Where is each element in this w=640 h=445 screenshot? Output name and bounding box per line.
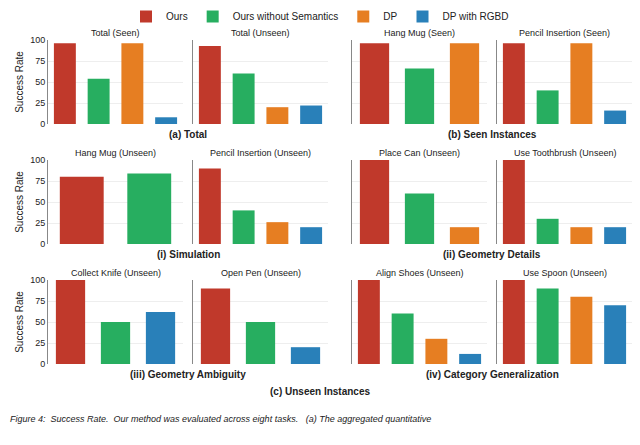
svg-text:Ours: Ours [166, 11, 188, 22]
svg-text:(iii) Geometry Ambiguity: (iii) Geometry Ambiguity [130, 369, 246, 380]
svg-text:Hang Mug (Seen): Hang Mug (Seen) [384, 28, 455, 38]
svg-text:(a) Total: (a) Total [169, 129, 207, 140]
svg-text:100: 100 [30, 35, 45, 45]
svg-text:25: 25 [35, 218, 45, 228]
svg-text:Use Toothbrush (Unseen): Use Toothbrush (Unseen) [514, 148, 616, 158]
svg-text:Total (Seen): Total (Seen) [91, 28, 140, 38]
svg-text:Align Shoes (Unseen): Align Shoes (Unseen) [376, 268, 464, 278]
svg-text:100: 100 [30, 155, 45, 165]
svg-text:Collect Knife (Unseen): Collect Knife (Unseen) [71, 268, 161, 278]
svg-text:Total (Unseen): Total (Unseen) [231, 28, 290, 38]
svg-text:Pencil Insertion (Seen): Pencil Insertion (Seen) [519, 28, 610, 38]
svg-text:Place Can (Unseen): Place Can (Unseen) [379, 148, 460, 158]
svg-text:(b) Seen Instances: (b) Seen Instances [448, 129, 537, 140]
svg-text:0: 0 [40, 119, 45, 129]
svg-text:(ii) Geometry Details: (ii) Geometry Details [443, 249, 541, 260]
svg-text:Figure 4: Success Rate. Our: Figure 4: Success Rate. Our method was e… [10, 414, 431, 424]
svg-text:Success Rate: Success Rate [14, 291, 25, 353]
svg-text:100: 100 [30, 275, 45, 285]
svg-text:(iv) Category Generalization: (iv) Category Generalization [426, 369, 559, 380]
svg-text:Pencil Insertion (Unseen): Pencil Insertion (Unseen) [210, 148, 311, 158]
svg-text:Use Spoon (Unseen): Use Spoon (Unseen) [523, 268, 607, 278]
svg-text:75: 75 [35, 176, 45, 186]
svg-text:Success Rate: Success Rate [14, 171, 25, 233]
svg-text:DP: DP [383, 11, 397, 22]
svg-text:(i) Simulation: (i) Simulation [157, 249, 220, 260]
svg-text:Ours without Semantics: Ours without Semantics [233, 11, 339, 22]
svg-text:0: 0 [40, 359, 45, 369]
svg-text:0: 0 [40, 239, 45, 249]
svg-text:Success Rate: Success Rate [14, 51, 25, 113]
svg-text:50: 50 [35, 77, 45, 87]
svg-text:75: 75 [35, 56, 45, 66]
svg-text:75: 75 [35, 296, 45, 306]
svg-text:(c) Unseen Instances: (c) Unseen Instances [270, 386, 370, 397]
svg-text:DP with RGBD: DP with RGBD [443, 11, 509, 22]
svg-text:Hang Mug (Unseen): Hang Mug (Unseen) [75, 148, 156, 158]
svg-text:Open Pen (Unseen): Open Pen (Unseen) [221, 268, 301, 278]
svg-text:50: 50 [35, 197, 45, 207]
svg-text:50: 50 [35, 317, 45, 327]
svg-text:25: 25 [35, 98, 45, 108]
svg-text:25: 25 [35, 338, 45, 348]
